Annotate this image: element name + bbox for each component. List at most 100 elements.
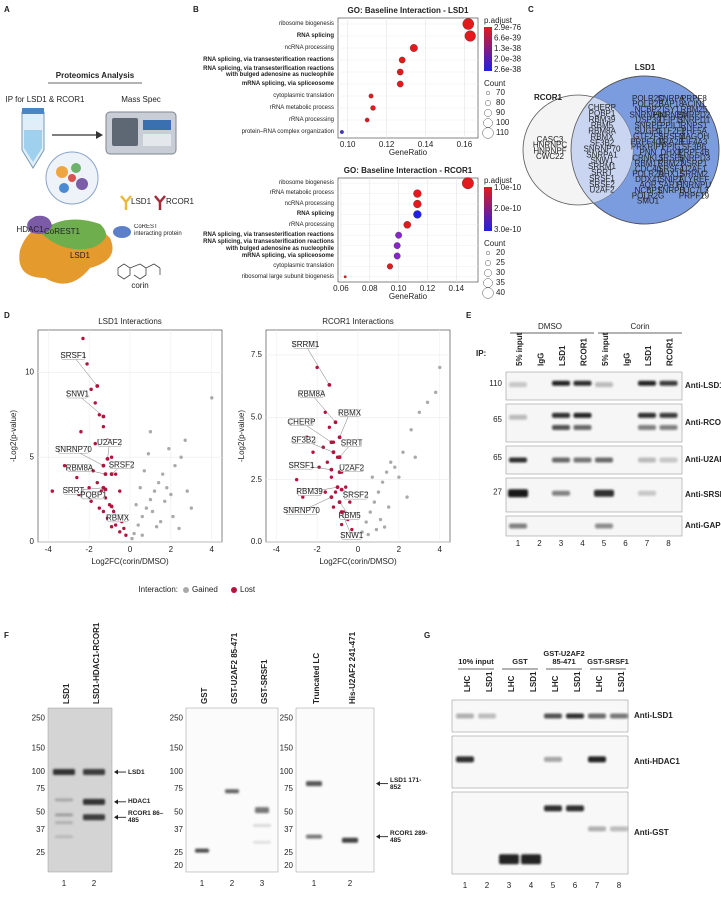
gene: ACIN1 bbox=[682, 100, 706, 109]
point bbox=[333, 490, 338, 494]
lane-number: 1 bbox=[312, 879, 317, 888]
group-label-box: GST-SRSF1 bbox=[587, 658, 629, 666]
legend-text-box: CoREST interacting protein bbox=[134, 224, 182, 237]
gene: SRSF4 bbox=[658, 164, 684, 173]
point bbox=[136, 523, 140, 527]
mw-label: 37 bbox=[284, 825, 293, 834]
point bbox=[101, 414, 106, 419]
point bbox=[329, 495, 334, 500]
category-label: ribosome biogenesis bbox=[278, 20, 334, 27]
x-tick-label: -2 bbox=[86, 545, 94, 554]
mw-label: 37 bbox=[36, 825, 45, 834]
point bbox=[50, 489, 55, 493]
lane-label: GST-SRSF1 bbox=[260, 659, 269, 704]
band bbox=[508, 489, 528, 498]
gene: HNRNPM bbox=[653, 110, 688, 119]
band bbox=[573, 425, 592, 431]
legend-label: Gained bbox=[192, 585, 218, 594]
legend-title: Count bbox=[484, 79, 506, 88]
label-box bbox=[339, 409, 360, 417]
lane-number: 2 bbox=[230, 879, 235, 888]
band bbox=[53, 769, 75, 776]
chart-title: GO: Baseline Interaction - LSD1 bbox=[348, 6, 469, 15]
gene: SRSF1 bbox=[589, 174, 615, 183]
dot bbox=[368, 93, 374, 99]
group-label: GST bbox=[512, 657, 528, 666]
band bbox=[638, 425, 656, 431]
point bbox=[380, 480, 385, 484]
gene-label: SNRNP70 bbox=[55, 445, 92, 454]
y-tick-label: 10 bbox=[25, 368, 34, 377]
antibody-label: Anti-LSD1 bbox=[685, 381, 721, 390]
y-tick-label: 7.5 bbox=[251, 350, 263, 359]
gene: TFIP11 bbox=[658, 116, 684, 125]
group-label-box: GST-U2AF2 85-471 bbox=[543, 650, 584, 666]
label-box bbox=[67, 390, 88, 399]
dot bbox=[343, 275, 347, 279]
band bbox=[552, 425, 570, 431]
category-label-box: rRNA processing bbox=[289, 222, 334, 228]
callout bbox=[339, 413, 350, 438]
point bbox=[189, 506, 194, 510]
category-label-box: rRNA processing bbox=[288, 116, 334, 123]
point bbox=[331, 505, 336, 509]
gene: RBM17 bbox=[635, 159, 662, 168]
lane-label: LSD1 bbox=[62, 683, 71, 704]
panel-letter: C bbox=[528, 5, 534, 14]
dot bbox=[396, 68, 404, 76]
point bbox=[163, 499, 167, 503]
category-label: ncRNA processing bbox=[284, 200, 334, 207]
point bbox=[146, 452, 151, 456]
point bbox=[103, 487, 108, 492]
point bbox=[366, 532, 370, 537]
gene: SRSF6 bbox=[658, 154, 684, 163]
band bbox=[566, 805, 584, 812]
band bbox=[225, 789, 239, 794]
category-label: rRNA processing bbox=[288, 116, 334, 123]
arrow-label: RCOR1 289-485 bbox=[390, 829, 428, 844]
lane-number: 4 bbox=[580, 539, 585, 548]
point bbox=[382, 525, 387, 529]
dot bbox=[386, 263, 393, 270]
chart-title: GO: Baseline Interaction - RCOR1 bbox=[344, 166, 473, 175]
band bbox=[573, 380, 592, 386]
arrow-label-box: LSD1 171-852 bbox=[390, 777, 421, 791]
gene: HNRNPC bbox=[533, 141, 567, 150]
point bbox=[101, 463, 106, 468]
antibody-label: Anti-HDAC1 bbox=[634, 757, 680, 766]
panel-letter: E bbox=[466, 311, 472, 320]
mw-label: 75 bbox=[36, 784, 45, 793]
lane-label: His-U2AF2 241-471 bbox=[348, 631, 357, 704]
size-key bbox=[482, 287, 494, 299]
category-label-box: ribosomal large subunit biogenesis bbox=[242, 274, 334, 280]
point bbox=[85, 362, 89, 366]
point bbox=[105, 456, 110, 461]
size-label: 70 bbox=[496, 88, 505, 97]
point bbox=[185, 489, 189, 493]
category-label: RNA splicing, via transesterification re… bbox=[203, 231, 334, 238]
gel bbox=[295, 707, 375, 873]
point bbox=[348, 500, 352, 504]
point bbox=[113, 523, 118, 527]
point bbox=[89, 499, 93, 503]
gene-label: SRSF2 bbox=[343, 491, 369, 500]
point bbox=[370, 475, 375, 479]
colorbar-label: 2.0e-10 bbox=[494, 204, 522, 213]
protein-label: HDAC1 bbox=[16, 225, 44, 234]
protein-label: CoREST1 bbox=[44, 227, 81, 236]
point bbox=[148, 430, 153, 434]
gene: GTF2F1 bbox=[656, 127, 686, 136]
band bbox=[55, 813, 73, 817]
arrow-label-box: RCOR1 86–485 bbox=[128, 810, 163, 824]
band bbox=[253, 823, 271, 827]
band bbox=[306, 834, 322, 839]
gene-label: CHERP bbox=[287, 417, 315, 426]
point bbox=[97, 506, 102, 510]
lane-label: LSD1 bbox=[485, 671, 494, 692]
point bbox=[144, 506, 149, 510]
point bbox=[75, 475, 79, 480]
gene: TRA2B bbox=[658, 137, 684, 146]
gene-label: SRRT bbox=[341, 438, 363, 447]
mw-label: 250 bbox=[32, 714, 46, 723]
